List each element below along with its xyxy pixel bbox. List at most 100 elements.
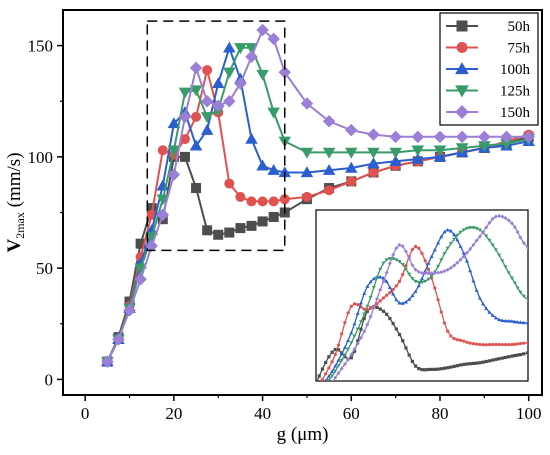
x-tick-label-100: 100 (516, 404, 542, 423)
inset-point-150h-27 (371, 305, 376, 310)
plot-area (62, 9, 543, 396)
data-point-150h-7 (178, 110, 192, 124)
y-tick-label-0: 0 (45, 370, 54, 389)
inset-point-125h-49 (442, 252, 447, 256)
data-point-125h-23 (433, 145, 447, 157)
inset-point-100h-26 (368, 279, 373, 284)
series-layer (101, 23, 535, 368)
data-point-75h-20 (368, 167, 379, 178)
inset-point-150h-72 (515, 230, 520, 235)
inset-point-50h-70 (510, 354, 514, 358)
series-line-125h (106, 46, 529, 363)
data-point-125h-13 (245, 43, 258, 55)
data-point-125h-21 (389, 147, 402, 159)
inset-point-125h-70 (509, 276, 514, 281)
data-point-100h-17 (300, 166, 314, 178)
inset-point-50h-15 (333, 347, 337, 352)
data-point-50h-12 (235, 223, 246, 234)
inset-point-75h-50 (446, 329, 450, 333)
inset-point-125h-30 (381, 261, 386, 266)
inset-point-125h-18 (342, 353, 347, 357)
inset-point-100h-59 (474, 288, 479, 292)
inset-point-100h-37 (403, 300, 408, 304)
inset-point-75h-22 (356, 303, 360, 307)
inset-point-100h-31 (384, 279, 389, 284)
inset-point-150h-24 (362, 329, 367, 334)
data-point-150h-5 (156, 208, 170, 221)
inset-point-50h-53 (455, 364, 459, 368)
inset-point-75h-69 (507, 342, 511, 347)
inset-point-150h-54 (458, 257, 463, 262)
inset-point-150h-74 (521, 241, 526, 246)
inset-point-150h-25 (365, 322, 370, 327)
inset-point-50h-47 (436, 367, 440, 371)
inset-point-75h-26 (369, 306, 373, 310)
inset-point-100h-68 (503, 318, 508, 323)
inset-point-75h-74 (522, 341, 526, 345)
inset-point-75h-8 (311, 399, 314, 402)
inset-point-125h-41 (416, 280, 421, 285)
inset-point-50h-25 (365, 309, 369, 313)
inset-point-100h-14 (330, 369, 335, 373)
series-line-150h (106, 28, 529, 363)
inset-point-75h-49 (442, 321, 447, 325)
inset-point-50h-44 (426, 367, 431, 372)
inset-point-50h-63 (487, 359, 492, 363)
data-point-150h-21 (389, 130, 402, 144)
inset-point-150h-51 (448, 265, 453, 270)
inset-point-50h-21 (352, 349, 357, 353)
inset-point-100h-74 (521, 320, 526, 325)
inset-point-150h-69 (506, 218, 511, 223)
inset-point-150h-19 (346, 357, 351, 362)
inset-point-125h-74 (521, 294, 526, 299)
data-point-50h-15 (268, 211, 279, 222)
data-point-75h-15 (268, 196, 279, 207)
legend: 50h 75h 100h 125h 150h (439, 12, 539, 126)
inset-point-125h-42 (420, 280, 424, 285)
x-tick-label-80: 80 (431, 404, 448, 423)
inset-point-75h-67 (500, 342, 504, 347)
data-point-150h-22 (411, 130, 425, 144)
zoom-region-box (146, 20, 286, 252)
data-point-75h-14 (257, 196, 268, 207)
inset-point-50h-66 (497, 357, 501, 361)
inset-point-75h-56 (465, 340, 469, 344)
legend-marker-50h (456, 20, 468, 32)
data-point-100h-20 (367, 157, 380, 169)
inset-point-150h-76 (532, 251, 536, 255)
data-point-75h-16 (279, 194, 290, 205)
inset-point-75h-32 (388, 290, 392, 295)
legend-item-75h: 75h (446, 41, 531, 57)
inset-point-125h-8 (311, 405, 315, 409)
inset-point-50h-13 (327, 355, 331, 359)
data-point-150h-3 (134, 273, 147, 286)
inset-point-50h-60 (478, 361, 482, 365)
inset-point-150h-71 (512, 225, 517, 230)
inset-point-75h-73 (518, 341, 523, 346)
x-axis-title: g (μm) (277, 424, 329, 445)
inset-point-150h-57 (468, 246, 473, 251)
legend-marker-75h (456, 42, 468, 53)
inset-point-50h-34 (394, 327, 398, 331)
inset-point-100h-10 (317, 389, 321, 393)
inset-point-75h-37 (404, 263, 408, 268)
inset-point-125h-50 (445, 246, 450, 251)
inset-point-75h-11 (320, 378, 325, 381)
inset-point-100h-46 (432, 247, 437, 252)
y-tick-label-100: 100 (28, 148, 54, 167)
inset-point-100h-27 (371, 276, 376, 281)
inset-point-100h-29 (378, 274, 383, 279)
data-point-100h-19 (345, 161, 358, 173)
data-point-125h-5 (156, 194, 170, 206)
inset-point-150h-73 (518, 235, 523, 240)
inset-point-125h-15 (333, 369, 338, 374)
inset-series-100h (317, 227, 528, 393)
inset-point-150h-9 (314, 405, 318, 409)
inset-point-125h-43 (423, 279, 428, 284)
inset-point-100h-41 (416, 283, 421, 288)
data-point-150h-14 (256, 23, 269, 37)
inset-point-150h-26 (368, 314, 373, 319)
legend-marker-125h (455, 85, 469, 98)
data-point-125h-22 (411, 145, 425, 157)
inset-point-150h-11 (320, 396, 324, 400)
